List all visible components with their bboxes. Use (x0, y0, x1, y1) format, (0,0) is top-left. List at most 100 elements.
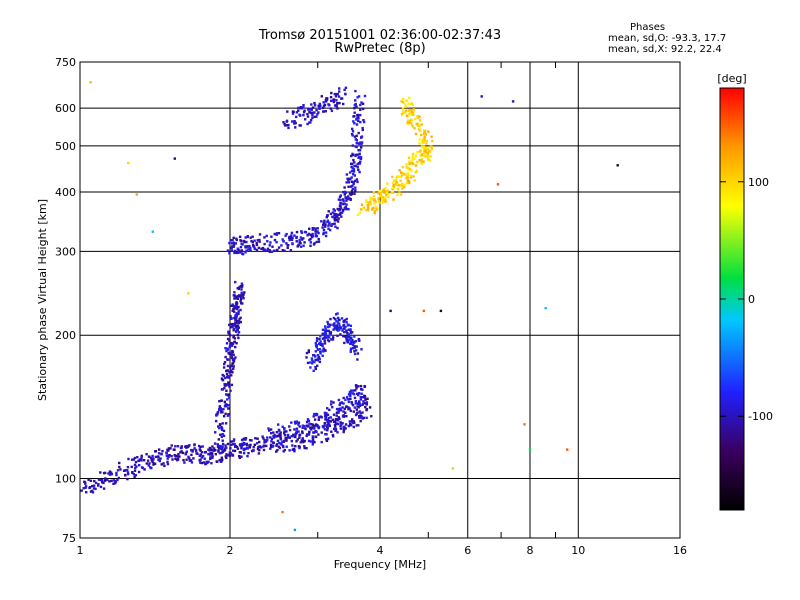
echo-point (307, 108, 310, 111)
echo-point (234, 314, 237, 317)
echo-point (233, 322, 236, 326)
echo-point (400, 100, 403, 103)
echo-point (138, 458, 142, 461)
echo-point (386, 182, 389, 185)
echo-point (302, 111, 306, 114)
echo-point (355, 139, 358, 142)
echo-point (329, 420, 333, 423)
echo-point (271, 444, 275, 447)
echo-point (288, 428, 292, 432)
echo-point (285, 439, 288, 442)
echo-point (228, 345, 232, 348)
echo-point (414, 132, 418, 136)
echo-point (407, 102, 410, 105)
echo-point (256, 447, 260, 451)
echo-point (343, 193, 346, 196)
echo-point (99, 471, 102, 474)
echo-point (354, 413, 358, 417)
echo-point (244, 447, 248, 450)
echo-point (301, 431, 304, 435)
echo-point (396, 175, 400, 178)
echo-point (395, 180, 398, 184)
echo-point (177, 452, 180, 456)
echo-point (311, 435, 314, 438)
echo-point (238, 318, 241, 321)
echo-point (298, 425, 301, 428)
echo-point (404, 103, 407, 106)
echo-point (339, 194, 342, 197)
echo-point (312, 439, 315, 443)
echo-point (364, 406, 367, 409)
scattered-echo-point (566, 448, 569, 451)
echo-point (237, 312, 240, 316)
echo-point (367, 205, 370, 208)
echo-point (232, 367, 235, 370)
echo-point (342, 402, 345, 405)
echo-point (174, 457, 177, 460)
echo-point (311, 441, 315, 444)
echo-point (276, 434, 280, 438)
echo-point (213, 442, 217, 445)
echo-point (332, 427, 336, 431)
echo-point (359, 108, 362, 111)
echo-point (342, 430, 345, 434)
echo-point (328, 336, 331, 339)
colorbar-tick-label: 0 (748, 293, 755, 306)
echo-point (340, 97, 344, 100)
echo-point (359, 395, 362, 399)
echo-point (347, 333, 351, 336)
echo-point (240, 282, 244, 285)
echo-point (307, 350, 310, 354)
echo-point (199, 458, 202, 461)
echo-point (379, 193, 383, 196)
echo-point (364, 398, 367, 401)
echo-point (343, 407, 346, 410)
echo-point (138, 464, 141, 467)
echo-point (203, 457, 206, 460)
echo-point (372, 194, 376, 198)
echo-point (310, 103, 313, 106)
echo-point (407, 166, 410, 169)
echo-point (362, 119, 365, 122)
y-tick-label: 300 (55, 245, 76, 258)
echo-point (283, 434, 287, 437)
echo-point (100, 478, 104, 482)
echo-point (221, 378, 224, 381)
echo-point (359, 419, 362, 423)
echo-point (356, 180, 359, 184)
echo-point (116, 469, 120, 472)
echo-point (245, 444, 249, 447)
scattered-echo-point (523, 423, 526, 426)
echo-point (422, 153, 425, 156)
echo-point (313, 115, 316, 118)
echo-point (242, 452, 246, 455)
echo-point (232, 438, 236, 441)
echo-point (361, 126, 364, 130)
echo-point (294, 121, 297, 125)
echo-point (223, 400, 226, 403)
x-tick-label: 1 (77, 544, 84, 557)
echo-point (330, 99, 333, 103)
echo-point (271, 245, 274, 248)
echo-point (159, 457, 162, 460)
echo-point (306, 418, 310, 421)
echo-point (356, 405, 359, 408)
echo-point (339, 204, 342, 208)
echo-point (266, 439, 269, 442)
echo-point (336, 431, 339, 434)
echo-point (202, 461, 205, 464)
echo-point (273, 249, 276, 252)
echo-point (313, 424, 316, 428)
echo-point (313, 354, 316, 357)
echo-point (190, 461, 194, 464)
echo-point (400, 184, 404, 188)
echo-point (342, 319, 346, 323)
echo-point (296, 438, 299, 441)
echo-point (398, 190, 401, 194)
echo-point (371, 206, 375, 210)
echo-point (305, 434, 308, 438)
scattered-echo-point (389, 309, 392, 313)
echo-point (360, 414, 363, 418)
echo-point (193, 443, 196, 447)
echo-point (411, 155, 414, 158)
